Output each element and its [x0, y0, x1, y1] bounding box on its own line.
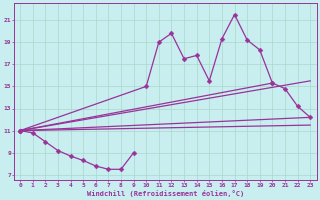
X-axis label: Windchill (Refroidissement éolien,°C): Windchill (Refroidissement éolien,°C) — [86, 190, 244, 197]
